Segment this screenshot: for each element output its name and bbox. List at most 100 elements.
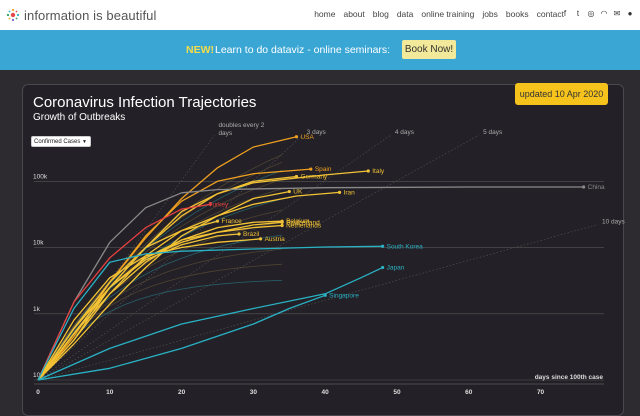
series-label: Japan	[387, 264, 405, 271]
background-series-line	[37, 234, 283, 381]
banner-new-label: NEW!	[186, 44, 214, 56]
updated-badge: updated 10 Apr 2020	[515, 83, 608, 105]
series-label: Singapore	[329, 292, 359, 299]
doubling-guide-label: 4 days	[395, 129, 415, 136]
chevron-down-icon: ▼	[82, 139, 87, 145]
series-end-point	[237, 232, 241, 236]
series-end-point	[215, 219, 220, 223]
y-tick-label: 10k	[33, 240, 44, 247]
series-label: Netherlands	[286, 223, 322, 230]
series-label: Austria	[265, 236, 286, 243]
x-tick-label: 0	[36, 389, 40, 396]
x-tick-label: 30	[250, 389, 258, 396]
series-line	[37, 224, 283, 381]
background-series-line	[37, 161, 283, 381]
series-end-point	[323, 293, 327, 297]
series-line	[37, 170, 369, 381]
doubling-guide-line	[37, 134, 392, 381]
series-end-point	[309, 167, 313, 171]
rss-icon[interactable]: ◠	[600, 9, 608, 18]
nav-jobs[interactable]: jobs	[482, 9, 498, 19]
series-label: Spain	[315, 166, 332, 173]
series-end-point	[280, 219, 284, 223]
nav-blog[interactable]: blog	[372, 9, 389, 19]
series-label: South Korea	[387, 243, 424, 250]
series-line	[37, 203, 211, 381]
x-tick-label: 10	[106, 389, 114, 396]
nav-about[interactable]: about	[343, 9, 365, 19]
nav-books[interactable]: books	[505, 9, 529, 19]
series-end-point	[287, 189, 291, 194]
series-line	[37, 190, 290, 381]
doubling-guide-label: 5 days	[483, 129, 503, 136]
series-label: UK	[293, 189, 303, 196]
series-line	[37, 220, 218, 381]
y-tick-label: 1k	[33, 306, 41, 313]
mail-icon[interactable]: ✉	[613, 9, 621, 18]
facebook-icon[interactable]: f	[563, 9, 567, 18]
doubling-guide-line	[37, 134, 303, 381]
background-series-line	[37, 221, 283, 381]
series-line	[37, 238, 261, 381]
doubling-guide-label: doubles every 2 days	[218, 122, 264, 137]
series-line	[37, 294, 326, 381]
series-end-point	[337, 190, 342, 194]
series-label: Germany	[300, 174, 327, 181]
main-nav: home about blog data online training job…	[314, 9, 564, 19]
background-series-line	[37, 263, 283, 381]
series-line	[37, 186, 584, 381]
nav-data[interactable]: data	[396, 9, 414, 19]
series-end-point	[582, 185, 586, 189]
series-label: Switzerland	[286, 219, 320, 226]
series-line	[37, 245, 383, 381]
series-label: Italy	[372, 168, 385, 175]
x-tick-label: 40	[322, 389, 330, 396]
nav-home[interactable]: home	[314, 9, 336, 19]
series-line	[37, 266, 383, 381]
banner-text: Learn to do dataviz - online seminars:	[215, 44, 391, 56]
metric-select-value: Confirmed Cases	[34, 139, 81, 145]
instagram-icon[interactable]: ◎	[587, 9, 595, 18]
series-line	[37, 233, 240, 381]
x-tick-label: 60	[465, 389, 473, 396]
twitter-icon[interactable]: t	[576, 9, 580, 18]
background-series-line	[37, 154, 283, 381]
promo-banner: NEW! Learn to do dataviz - online semina…	[0, 30, 640, 70]
series-label: Iran	[344, 189, 356, 196]
user-icon[interactable]: ●	[627, 9, 633, 18]
series-end-point	[258, 237, 263, 241]
x-tick-label: 70	[537, 389, 545, 396]
doubling-guide-label: 3 days	[307, 129, 327, 136]
series-line	[37, 175, 297, 381]
logo-icon	[6, 8, 20, 22]
x-axis-label: days since 100th case	[535, 374, 604, 381]
series-end-point	[280, 223, 284, 228]
series-label: China	[588, 184, 605, 191]
y-tick-label: 100k	[33, 173, 48, 180]
doubling-guide-line	[37, 134, 480, 381]
series-label: Turkey	[209, 201, 229, 208]
chart-subtitle: Growth of Outbreaks	[33, 112, 126, 123]
background-series-line	[37, 188, 283, 381]
chart-title: Coronavirus Infection Trajectories	[33, 94, 257, 111]
metric-select[interactable]: Confirmed Cases ▼	[31, 136, 91, 147]
series-label: Belgium	[286, 218, 309, 225]
x-tick-label: 20	[178, 389, 186, 396]
background-series-line	[37, 248, 283, 381]
nav-contact[interactable]: contact	[536, 9, 564, 19]
logo-text: information is beautiful	[24, 7, 157, 23]
book-now-button[interactable]: Book Now!	[402, 40, 456, 59]
series-end-point	[381, 265, 385, 270]
doubling-guide-line	[37, 224, 599, 381]
site-logo[interactable]: information is beautiful	[6, 7, 156, 23]
top-navigation-bar: information is beautiful home about blog…	[0, 0, 640, 30]
trajectory-chart: 100 1k 10k 100k 0 10 20 30 40 50 60 70 days since 10…	[33, 122, 626, 396]
series-end-point	[294, 135, 299, 139]
series-end-point	[208, 202, 212, 206]
doubling-guide-label: 10 days	[602, 218, 626, 225]
nav-online-training[interactable]: online training	[421, 9, 475, 19]
chart-panel	[22, 84, 624, 416]
series-end-point	[366, 169, 370, 173]
series-label: USA	[300, 134, 314, 141]
series-label: France	[221, 218, 242, 225]
